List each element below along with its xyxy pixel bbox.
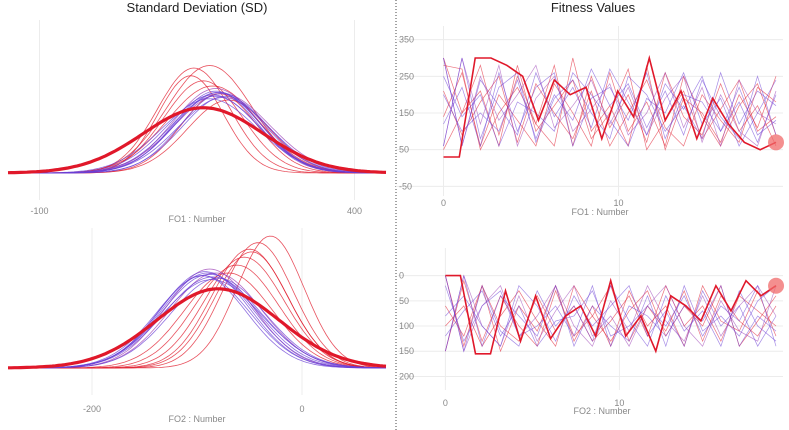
fit-fo2-xlabel: FO2 : Number (573, 406, 630, 416)
sd-title: Standard Deviation (SD) (127, 0, 268, 15)
sd-curve (8, 93, 386, 174)
fitness-series-line (443, 71, 777, 148)
fitness-series-line (443, 57, 777, 147)
fitness-end-marker (768, 277, 785, 294)
fit-y-tick-label: -50 (399, 181, 412, 191)
fitness-series-line (445, 285, 777, 348)
fit-y-tick-label: 150 (399, 108, 414, 118)
fitness-series-line (443, 68, 777, 140)
sd-highlight-curve (8, 287, 387, 370)
sd-x-tick-label: -200 (83, 404, 101, 414)
fit-x-tick-label: 0 (441, 198, 446, 208)
fit-x-tick-label: 10 (614, 398, 624, 408)
sd-x-tick-label: -100 (30, 206, 48, 216)
fitness-series-line (445, 284, 777, 347)
fitness-series-line (445, 284, 777, 348)
fitness-series-line (443, 57, 777, 148)
fitness-highlight-line (445, 274, 777, 355)
sd-curve (8, 93, 386, 174)
fit-y-tick-label: 50 (399, 296, 409, 306)
fitness-series-line (445, 284, 777, 343)
sd-curve (8, 98, 386, 174)
sd-curve (8, 242, 387, 369)
sd-fo2-plot: -200 0 (8, 228, 387, 414)
fitness-series-line (443, 57, 777, 147)
fit-y-tick-label: 250 (399, 71, 414, 81)
sd-curve (8, 277, 386, 369)
sd-fo2-xlabel: FO2 : Number (168, 414, 225, 424)
sd-x-tick-label: 400 (347, 206, 362, 216)
fit-y-tick-label: 350 (399, 35, 414, 45)
fit-y-tick-label: 0 (399, 271, 404, 281)
fitness-series-line (443, 71, 777, 147)
sd-curve (8, 75, 386, 174)
sd-fo1-xlabel: FO1 : Number (168, 214, 225, 224)
sd-curve (8, 92, 386, 174)
sd-highlight-curve (7, 106, 387, 175)
fitness-series-line (445, 275, 777, 353)
sd-curve (8, 248, 386, 369)
fitness-highlight-line (443, 54, 777, 158)
fit-y-tick-label: 100 (399, 321, 414, 331)
sd-curve (8, 275, 386, 369)
sd-curve (8, 67, 386, 174)
fit-y-tick-label: 150 (399, 346, 414, 356)
fit-fo1-xlabel: FO1 : Number (571, 207, 628, 217)
fit-x-tick-label: 10 (613, 198, 623, 208)
fit-x-tick-label: 0 (443, 398, 448, 408)
sd-curve (8, 90, 386, 174)
fit-fo1-plot: 350 250 150 50 -50 0 10 (396, 26, 784, 208)
sd-fo1-plot: -100 400 (7, 20, 387, 216)
fitness-series-line (443, 63, 777, 151)
sd-curve (8, 80, 386, 174)
fitness-series-line (445, 275, 777, 352)
sd-x-tick-label: 0 (299, 404, 304, 414)
fit-y-tick-label: 200 (399, 371, 414, 381)
fit-y-tick-label: 50 (399, 145, 409, 155)
fitness-series-line (445, 275, 777, 353)
fitness-end-marker (768, 134, 784, 151)
fitness-series-line (443, 75, 777, 147)
fitness-title: Fitness Values (551, 0, 636, 15)
fit-fo2-plot: 0 50 100 150 200 0 10 (398, 248, 785, 408)
